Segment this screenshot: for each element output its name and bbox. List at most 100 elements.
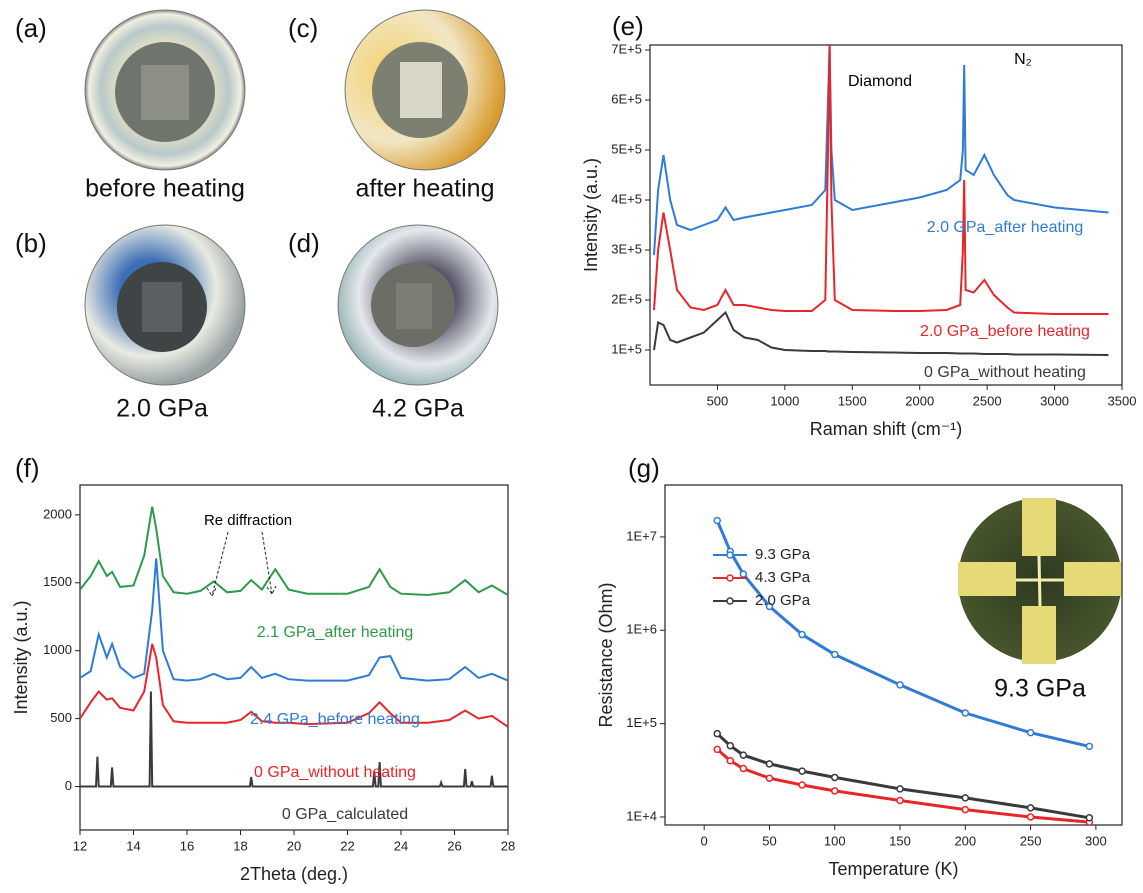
series-label: 2.1 GPa_after heating [257,624,414,641]
photo-caption: before heating [85,175,245,203]
x-tick-label: 100 [824,833,846,848]
y-tick-label: 4E+5 [611,191,642,206]
y-tick-label: 1E+4 [626,808,657,823]
marker [739,764,748,773]
marker [830,650,839,659]
y-tick-label: 5E+5 [611,141,642,156]
marker [830,787,839,795]
x-tick-label: 200 [954,833,976,848]
photo-c [344,9,506,171]
y-axis-title: Intensity (a.u.) [581,158,601,272]
photo-caption: after heating [356,175,495,203]
x-tick-label: 50 [762,833,776,848]
series-line [80,506,508,597]
panel-label: (e) [612,11,644,41]
y-tick-label: 6E+5 [611,91,642,106]
series-label: 0 GPa_without heating [254,764,416,781]
legend-label: 9.3 GPa [755,546,811,563]
panel-label: (a) [15,13,47,43]
x-tick-label: 3000 [1040,393,1069,408]
series-line [715,519,1090,748]
marker [798,767,806,775]
marker [896,796,904,805]
marker [765,774,774,782]
series-label: 2.0 GPa_before heating [920,323,1090,340]
y-tick-label: 3E+5 [611,241,642,256]
x-tick-label: 12 [73,838,87,853]
marker [713,516,721,525]
marker [765,760,774,768]
plot-frame [649,44,1123,386]
marker [713,729,721,738]
series-line [653,45,1109,256]
annotation-arrow [206,531,277,598]
annotation: Re diffraction [204,512,292,529]
photo-caption: 2.0 GPa [116,395,208,423]
marker [739,751,748,759]
plot-area [713,516,1094,825]
plot-area [653,45,1109,356]
x-tick-label: 2000 [905,393,934,408]
panel-label: (f) [15,453,40,483]
y-axis-title: Resistance (Ohm) [596,582,616,727]
y-tick-label: 1E+5 [626,715,657,730]
y-tick-label: 7E+5 [611,41,642,56]
legend-label: 4.3 GPa [755,569,811,586]
x-axis-title: 2Theta (deg.) [240,864,348,884]
series-line [80,691,508,788]
series-line [80,643,508,728]
photo-a [84,9,246,171]
marker [765,602,774,611]
series-line [716,732,1090,820]
marker [798,781,806,789]
marker [961,805,970,814]
plot-area [80,506,508,788]
marker [726,741,735,750]
marker [713,745,721,754]
x-tick-label: 500 [707,393,729,408]
x-tick-label: 24 [394,838,408,853]
series-label: 0 GPa_without heating [924,364,1086,381]
legend-label: 2.0 GPa [755,592,811,609]
y-tick-label: 1E+6 [626,622,657,637]
panel-label: (b) [15,228,47,258]
x-tick-label: 16 [180,838,194,853]
marker [739,570,748,578]
x-tick-label: 28 [501,838,515,853]
x-tick-label: 250 [1020,833,1042,848]
x-axis-title: Raman shift (cm⁻¹) [810,419,963,439]
marker [726,757,735,765]
marker [1026,728,1035,737]
photo-b [84,224,246,386]
panel-label: (d) [288,228,320,258]
series-line [80,558,508,682]
x-tick-label: 20 [287,838,301,853]
marker [961,709,970,717]
marker [896,681,904,689]
annotation: Diamond [848,73,912,90]
series-line [653,310,1109,356]
marker [830,773,839,782]
x-tick-label: 18 [233,838,247,853]
x-tick-label: 300 [1085,833,1107,848]
y-tick-label: 0 [65,778,72,793]
marker [1085,742,1094,751]
x-tick-label: 3500 [1108,393,1137,408]
x-tick-label: 26 [447,838,461,853]
y-tick-label: 2E+5 [611,291,642,306]
x-tick-label: 1000 [770,393,799,408]
inset-label: 9.3 GPa [994,675,1086,703]
x-axis-title: Temperature (K) [828,859,958,879]
photo-d [337,224,499,386]
x-tick-label: 150 [889,833,911,848]
marker [1085,814,1094,822]
annotation: N₂ [1014,51,1032,68]
x-tick-label: 0 [701,833,708,848]
series-label: 2.0 GPa_after heating [927,219,1084,236]
x-tick-label: 2500 [973,393,1002,408]
y-tick-label: 2000 [43,506,72,521]
series-line [716,748,1090,824]
marker [798,630,806,639]
marker [896,785,904,793]
x-tick-label: 22 [340,838,354,853]
